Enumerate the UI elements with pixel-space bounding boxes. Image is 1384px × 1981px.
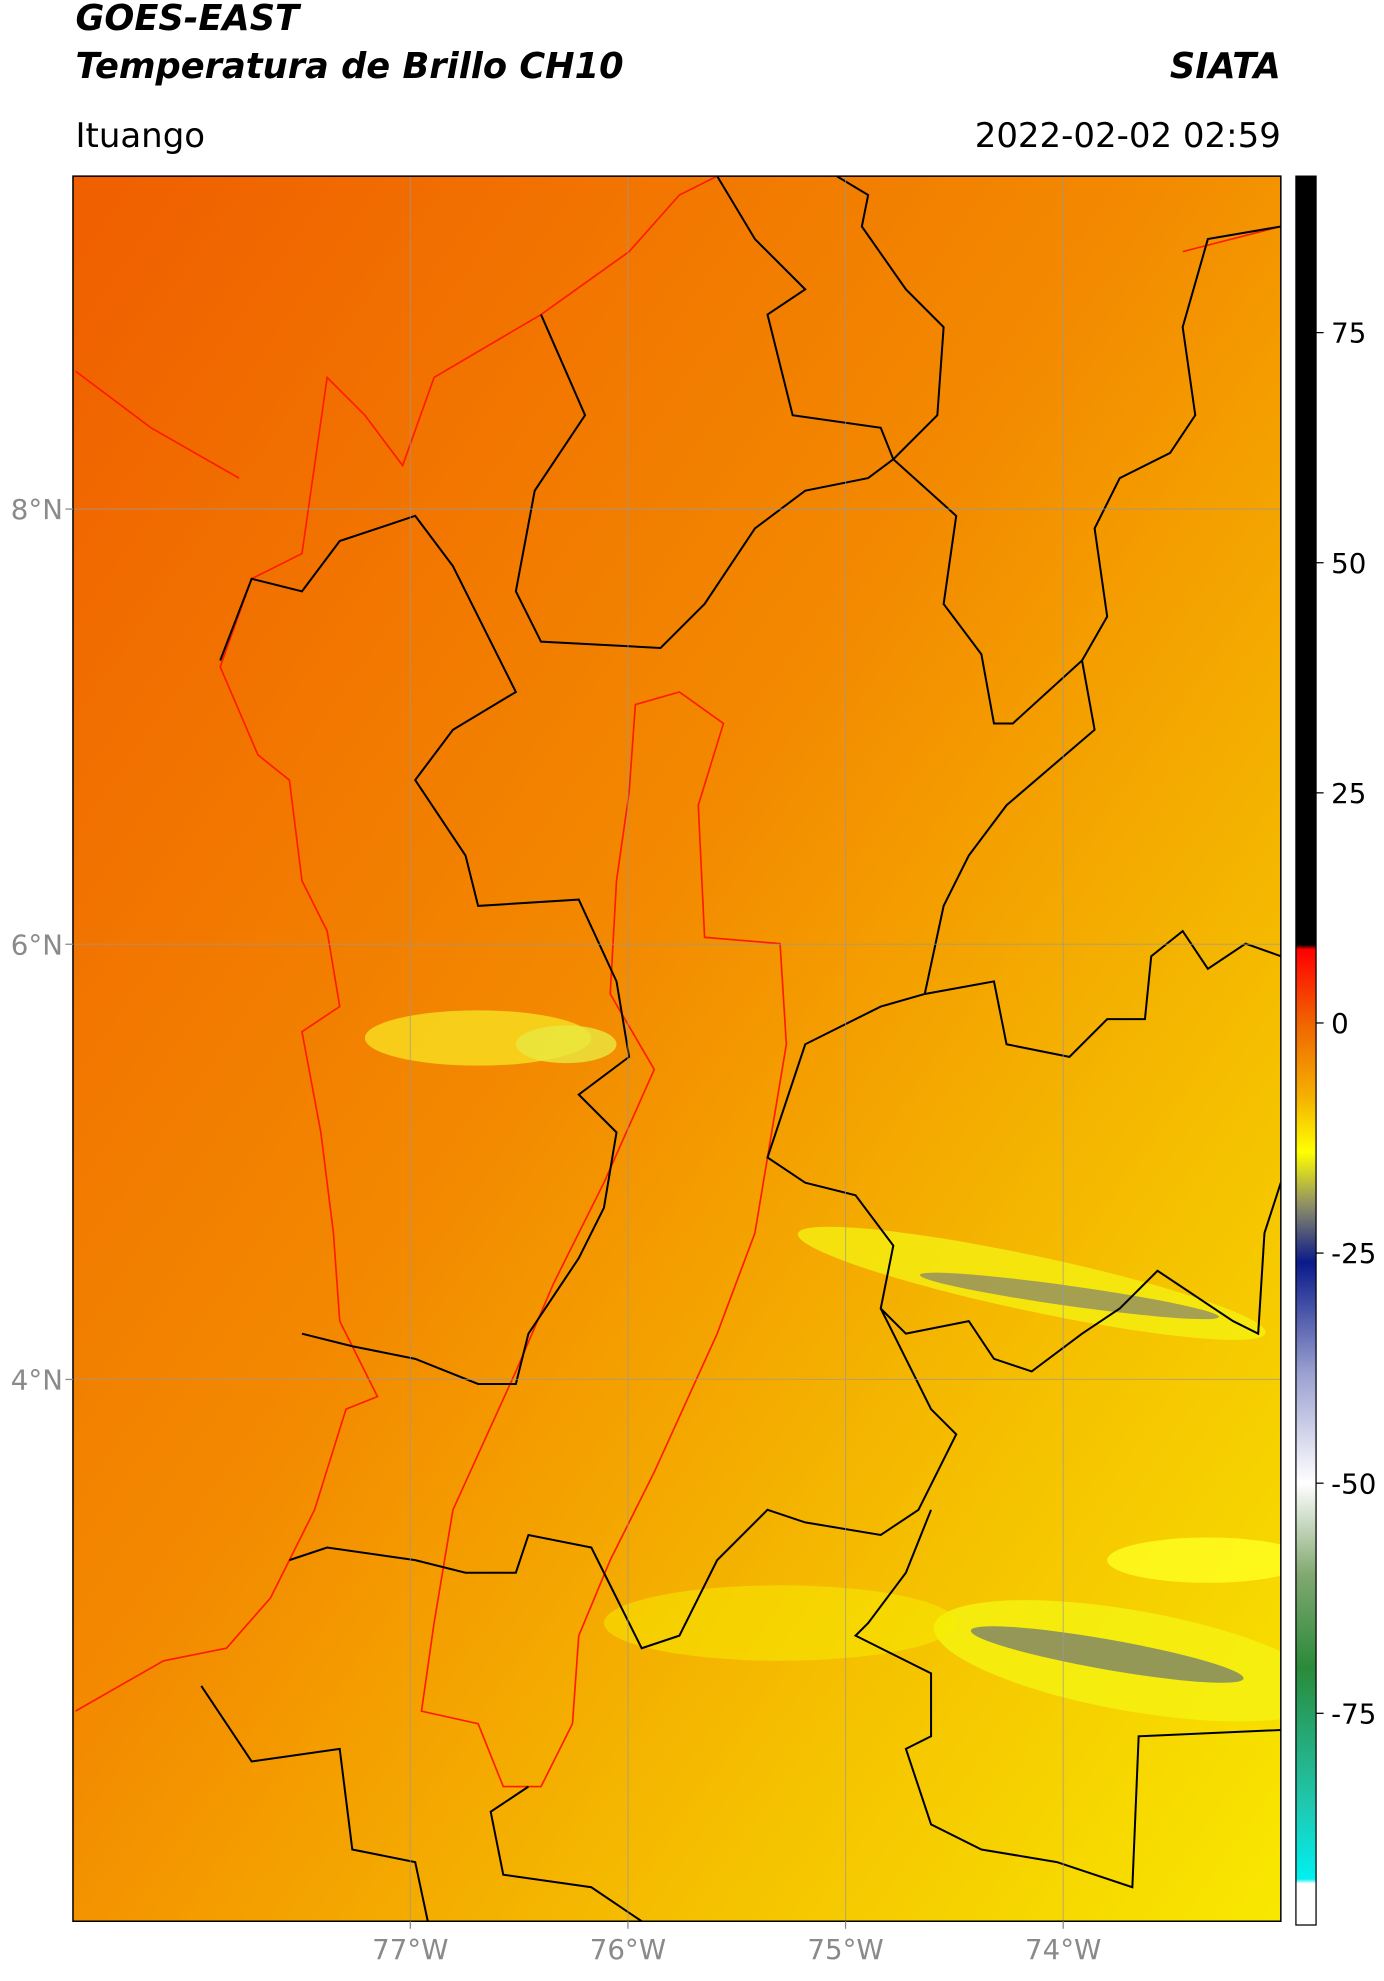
map-area [72,176,1281,1922]
datetime: 2022-02-02 02:59 [975,116,1281,156]
colorbar-tick-label: -50 [1331,1467,1376,1500]
source: SIATA [1170,46,1281,87]
x-tick-label: 76°W [590,1933,666,1966]
admin-border [514,176,895,649]
coastline [75,176,1281,1712]
y-tick-label: 6°N [11,928,63,961]
colorbar: 75 50 25 0 -25 -50 -75 [1295,175,1376,1926]
title: GOES-EAST [75,0,302,39]
cloud [1107,1537,1281,1583]
admin-border [200,929,1281,1922]
cloud [603,1585,957,1661]
subtitle: Temperatura de Brillo CH10 [75,46,623,87]
y-tick-label: 4°N [11,1363,63,1396]
map-frame [72,175,1282,1922]
cold-streak [970,1626,1244,1683]
admin-border [766,176,1281,1373]
admin-border [219,514,631,1386]
axis-ticks: 77°W 76°W 75°W 74°W 8°N 6°N 4°N [11,493,1102,1966]
colorbar-tick-label: 50 [1331,547,1366,580]
colorbar-tick-label: 25 [1331,777,1366,810]
y-tick-label: 8°N [11,493,63,526]
region: Ituango [75,116,205,156]
x-tick-label: 77°W [372,1933,448,1966]
x-tick-label: 75°W [807,1933,883,1966]
grid [72,176,1281,1922]
colorbar-tick-label: 0 [1331,1007,1349,1040]
x-tick-label: 74°W [1025,1933,1101,1966]
colorbar-tick-label: -25 [1331,1237,1376,1270]
colorbar-ramp [1295,175,1317,1926]
basin [420,691,788,1788]
colorbar-tick-label: 75 [1331,317,1366,350]
colorbar-tick-label: -75 [1331,1697,1376,1730]
cloud [515,1025,617,1064]
cold-streak [919,1272,1219,1320]
